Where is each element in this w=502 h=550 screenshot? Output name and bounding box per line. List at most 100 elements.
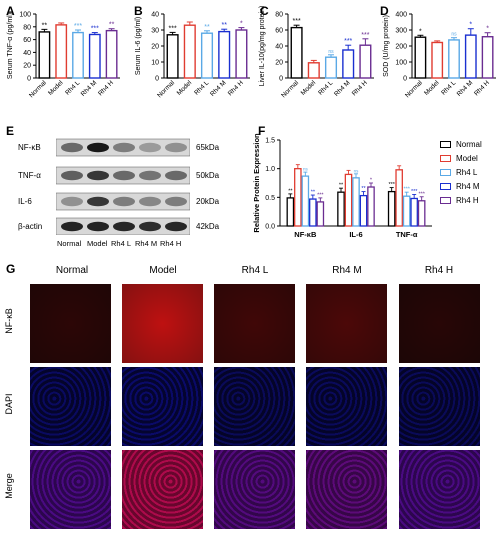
bar	[200, 32, 214, 79]
blot-lane-label: Rh4 L	[111, 239, 132, 248]
if-tile	[214, 284, 295, 363]
blot-row-label: β-actin	[18, 222, 43, 231]
legend-swatch	[440, 154, 451, 162]
bar	[367, 186, 375, 227]
y-tick-label: 300	[395, 28, 407, 35]
bar	[359, 194, 368, 227]
if-tile	[122, 450, 203, 529]
y-tick-label: 0.5	[265, 195, 275, 202]
significance-mark: ***	[361, 32, 369, 39]
bar	[309, 198, 317, 227]
panel-label-d: D	[380, 4, 389, 18]
y-tick-label: 60	[275, 28, 283, 35]
significance-mark: ***	[344, 38, 352, 45]
significance-mark: **	[288, 188, 293, 194]
blot-lane-label: Model	[87, 239, 108, 248]
bar	[481, 36, 494, 79]
x-tick-label: Rh4 H	[97, 79, 115, 97]
chart-c: 0 20 40 60 80 Liver IL-10(pg/mg protein) *** No…	[259, 6, 374, 99]
y-axis-label: Liver IL-10(pg/mg protein)	[259, 6, 266, 87]
x-tick-label: Rh4 M	[333, 79, 351, 97]
if-column-label: Rh4 H	[424, 265, 454, 276]
x-tick-label: Model	[47, 79, 65, 97]
y-tick-label: 20	[23, 63, 31, 70]
y-tick-label: 0	[155, 76, 159, 83]
legend-swatch	[440, 140, 451, 148]
if-tile	[30, 450, 111, 529]
blot-band	[61, 170, 83, 181]
legend-label: Rh4 M	[456, 181, 480, 191]
legend-swatch	[440, 168, 451, 176]
x-tick-label: Rh4 L	[317, 79, 334, 96]
legend-label: Rh4 H	[456, 195, 479, 205]
y-axis-label: Serum TNF-α (pg/ml)	[7, 13, 14, 79]
bar	[38, 31, 51, 79]
blot-band	[87, 142, 109, 153]
x-tick-label: Rh4 H	[351, 79, 369, 97]
blot-row-label: NF-κB	[18, 143, 41, 152]
blot-band	[139, 221, 161, 232]
significance-mark: *	[240, 21, 243, 28]
panel-label-g: G	[6, 262, 16, 276]
blot-band	[165, 196, 187, 207]
blot-image	[56, 138, 190, 235]
legend-item: Normal	[440, 137, 482, 151]
y-tick-label: 60	[23, 37, 31, 44]
y-tick-label: 0	[27, 76, 31, 83]
bar	[307, 62, 320, 79]
bar	[337, 191, 345, 227]
x-tick-label: Rh4 H	[227, 79, 245, 97]
significance-mark: ***	[418, 191, 425, 197]
x-tick-label: Model	[300, 79, 318, 97]
x-tick-label: Normal	[280, 79, 300, 99]
bar	[218, 30, 231, 79]
if-row-label: NF-κB	[4, 308, 14, 334]
x-tick-label: Rh4 L	[193, 79, 210, 96]
blot-band	[61, 142, 83, 153]
blot-lane-label: Rh4 H	[160, 239, 182, 248]
if-column-label: Model	[149, 265, 177, 276]
significance-mark: ***	[388, 182, 395, 188]
legend-swatch	[440, 182, 451, 190]
bar	[359, 44, 372, 79]
blot-band	[139, 142, 161, 153]
significance-mark: ns	[451, 32, 457, 38]
panel-label-e: E	[6, 124, 15, 138]
x-tick-label: IL-6	[349, 230, 362, 239]
significance-mark: *	[370, 178, 373, 184]
blot-band	[61, 221, 83, 232]
bar	[344, 173, 353, 227]
y-tick-label: 100	[19, 12, 31, 19]
blot-band	[113, 196, 135, 207]
if-row-label: Merge	[4, 473, 14, 499]
bar	[88, 33, 101, 79]
if-tile	[122, 367, 203, 446]
legend-label: Model	[456, 153, 478, 163]
x-tick-label: NF-κB	[294, 230, 317, 239]
significance-mark: ns	[354, 168, 360, 173]
blot-row-label: IL-6	[18, 197, 32, 206]
if-tile	[399, 450, 480, 529]
blot-lane-label: Normal	[57, 239, 82, 248]
significance-mark: **	[221, 22, 227, 29]
bar	[448, 39, 460, 79]
blot-band	[139, 196, 161, 207]
bar	[342, 49, 355, 79]
if-tile	[306, 284, 387, 363]
legend-item: Model	[440, 151, 482, 165]
bar	[316, 201, 325, 227]
x-tick-label: Model	[176, 79, 194, 97]
bar	[414, 36, 427, 79]
bar	[55, 24, 68, 79]
legend-label: Normal	[456, 139, 482, 149]
bar	[431, 41, 444, 79]
significance-mark: ***	[403, 187, 410, 193]
blot-band	[165, 170, 187, 181]
x-tick-label: Rh4 M	[456, 79, 474, 97]
significance-mark: ***	[411, 189, 418, 195]
legend-item: Rh4 L	[440, 165, 482, 179]
y-tick-label: 20	[275, 60, 283, 67]
y-tick-label: 10	[151, 60, 159, 67]
blot-band	[165, 221, 187, 232]
